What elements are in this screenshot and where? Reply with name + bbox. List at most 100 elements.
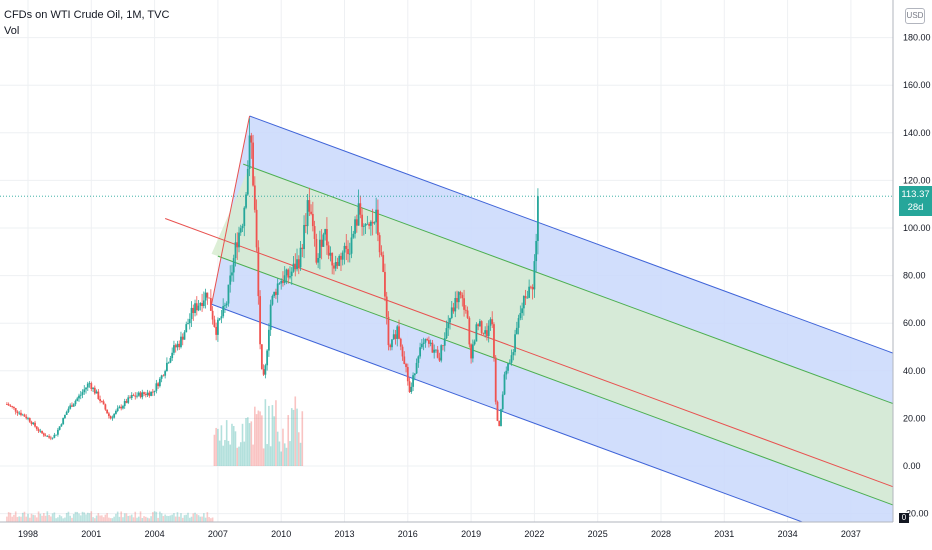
time-tick-label: 2025 [588,529,608,539]
volume-bar [153,511,156,522]
candle-body [285,269,288,276]
time-tick-label: 2028 [651,529,671,539]
candle-body [44,435,47,437]
volume-bar [248,423,251,466]
candle-body [311,213,314,227]
candle-body [253,185,256,210]
currency-button[interactable]: USD [905,8,925,24]
candle-body [348,253,351,255]
candle-body [422,342,425,345]
bar-countdown: 28d 21h [907,202,924,226]
candle-body [209,298,212,311]
candle-body [28,417,31,422]
candle-body [211,310,214,320]
candle-body [380,252,383,256]
candle-body [192,307,195,313]
candle-body [243,207,246,227]
time-tick-label: 2031 [714,529,734,539]
candle-body [102,401,105,405]
candle-body [326,229,328,246]
candle-body [257,247,260,297]
candle-body [290,271,293,277]
candle-body [220,316,223,319]
volume-bar [51,513,54,522]
volume-bar [264,399,267,466]
pitchfork-drawing[interactable] [164,115,932,550]
candle-body [180,336,182,348]
candle-body [208,297,211,299]
candle-body [315,238,318,263]
volume-bar [129,515,131,522]
candle-body [470,344,472,359]
volume-bar [292,409,295,466]
candle-body [287,269,290,278]
candle-body [51,437,54,439]
candle-body [164,371,167,376]
volume-bar [215,427,217,466]
candle-body [120,406,123,409]
candle-body [459,292,462,295]
volume-bar [166,515,168,522]
candle-body [352,233,355,238]
candle-body [521,308,523,314]
candle-body [355,219,358,226]
candle-body [100,401,103,402]
candle-body [217,319,219,335]
candle-body [443,338,446,346]
candle-body [11,406,14,407]
volume-bar [188,517,191,522]
pitchfork-upper-line [249,115,893,354]
volume-bar [65,512,68,522]
volume-bar [57,517,59,522]
candle-body [85,387,87,390]
candle-body [271,295,274,305]
volume-bar [123,513,126,522]
volume-bar [43,513,45,522]
candle-body [431,342,434,353]
candle-body [167,362,170,364]
candle-body [139,392,142,398]
candle-body [20,412,22,416]
candle-body [118,406,121,409]
candle-body [181,336,184,340]
volume-bar [125,513,128,522]
candle-body [158,378,161,387]
volume-bar [95,515,98,522]
time-tick-label: 2007 [208,529,228,539]
volume-bar [250,421,253,466]
volume-bar [6,516,8,522]
candle-body [42,433,45,436]
candle-body [362,225,365,227]
volume-bar [203,513,205,522]
candle-body [151,391,154,393]
time-tick-label: 2016 [398,529,418,539]
volume-bar [218,440,221,466]
candle-body [364,224,367,226]
volume-bar [79,515,82,522]
candle-body [174,345,177,348]
volume-bar [155,511,158,522]
candle-body [424,339,427,343]
candle-body [491,319,494,325]
candle-body [238,232,240,248]
candle-body [86,383,89,388]
price-tick-label: 180.00 [903,33,931,43]
candle-body [303,224,305,250]
volume-bar [88,513,91,522]
candle-body [338,255,341,266]
volume-bar [269,446,272,466]
volume-bar [32,514,35,522]
candle-body [115,411,117,414]
volume-legend-label: Vol [4,25,20,37]
candle-body [39,430,42,432]
candle-body [58,426,61,430]
candle-body [264,365,267,375]
candle-body [463,298,465,310]
candle-body [371,221,374,224]
volume-bar [229,444,232,466]
candle-body [318,239,321,258]
candle-body [18,412,21,414]
candle-body [46,436,49,437]
